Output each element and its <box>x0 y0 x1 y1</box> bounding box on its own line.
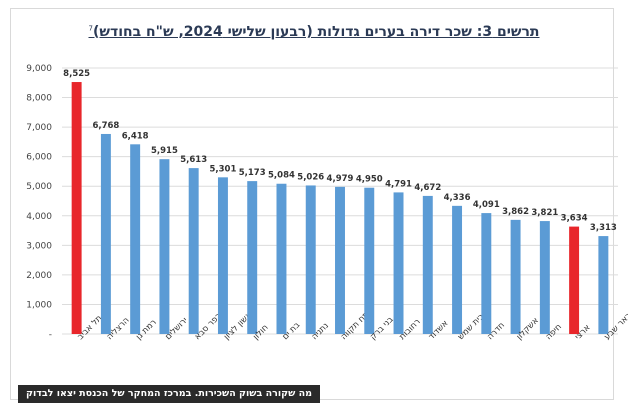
data-label: 6,418 <box>122 131 149 141</box>
chart-title-footnote: 7 <box>88 24 93 33</box>
bar <box>598 236 609 334</box>
data-label: 6,768 <box>92 121 119 131</box>
bar <box>247 181 258 334</box>
data-label: 5,613 <box>180 155 207 165</box>
bar <box>364 187 375 334</box>
y-tick-label: 7,000 <box>26 123 52 133</box>
bar <box>130 144 141 334</box>
data-label: 5,915 <box>151 146 178 156</box>
data-label: 5,173 <box>239 168 266 178</box>
y-tick-label: 4,000 <box>26 212 52 222</box>
bar <box>188 168 199 334</box>
data-label: 4,791 <box>385 179 412 189</box>
bar <box>100 133 111 334</box>
image-caption: מה שקורה בשוק השכירות. במרכז המחקר של הכ… <box>18 385 320 403</box>
bar <box>510 219 521 334</box>
bar <box>71 82 82 335</box>
data-label: 4,979 <box>327 174 354 184</box>
bar <box>452 205 463 334</box>
y-tick-label: 9,000 <box>26 64 52 74</box>
bar <box>159 159 170 334</box>
bar <box>335 186 345 334</box>
chart-title-text: תרשים 3: שכר דירה בערים גדולות (רבעון של… <box>92 24 540 40</box>
y-tick-label: 1,000 <box>26 300 52 310</box>
y-tick-label: 2,000 <box>26 271 52 281</box>
y-tick-label: 3,000 <box>26 241 52 251</box>
y-tick-label: 8,000 <box>26 94 52 104</box>
data-label: 4,950 <box>356 175 383 185</box>
data-label: 4,672 <box>414 183 441 193</box>
bar <box>305 185 316 334</box>
data-label: 3,313 <box>590 223 617 233</box>
data-label: 3,821 <box>531 208 558 218</box>
bar <box>569 226 580 334</box>
bar <box>422 195 433 334</box>
data-label: 5,301 <box>210 164 237 174</box>
data-label: 8,525 <box>63 69 90 79</box>
bar <box>481 213 492 334</box>
data-label: 5,026 <box>297 172 324 182</box>
y-tick-label: - <box>49 330 52 340</box>
data-label: 3,862 <box>502 207 529 217</box>
data-label: 4,336 <box>444 193 471 203</box>
bar <box>276 183 287 334</box>
y-tick-label: 5,000 <box>26 182 52 192</box>
data-label: 5,084 <box>268 171 295 181</box>
bar <box>217 177 228 334</box>
bar <box>393 192 404 334</box>
y-tick-label: 6,000 <box>26 153 52 163</box>
data-label: 4,091 <box>473 200 500 210</box>
data-label: 3,634 <box>561 214 588 224</box>
chart-title: תרשים 3: שכר דירה בערים גדולות (רבעון של… <box>0 24 628 40</box>
bar <box>539 221 550 334</box>
